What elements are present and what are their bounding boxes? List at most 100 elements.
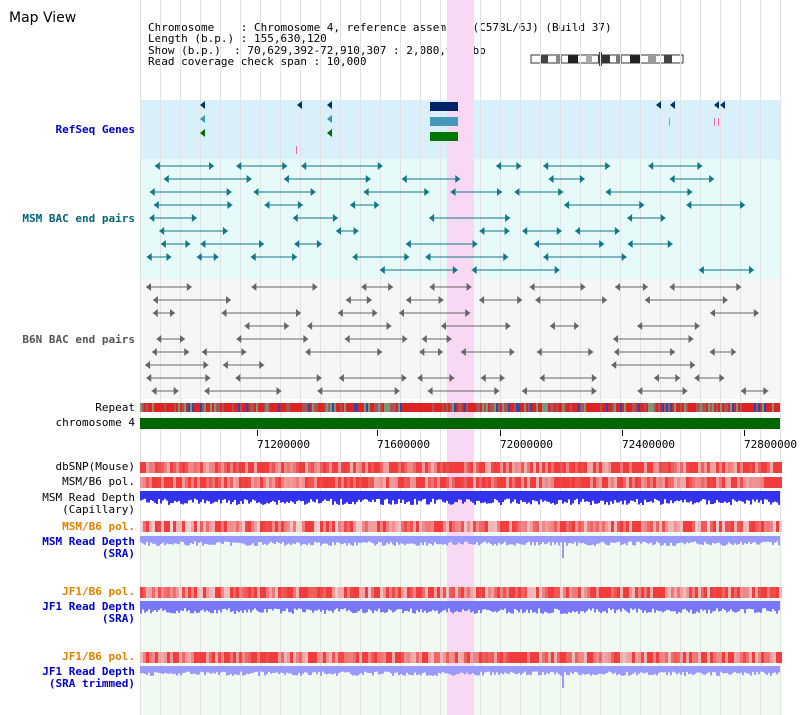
repeat-bar [718, 403, 720, 412]
depth-bar [432, 666, 434, 676]
heat-cell [155, 521, 158, 532]
depth-bar [362, 666, 364, 675]
depth-bar [756, 666, 758, 672]
depth-bar [156, 536, 158, 546]
heat-cell [269, 462, 272, 473]
heat-cell [758, 462, 761, 473]
heat-cell [275, 521, 278, 532]
depth-bar [766, 536, 768, 542]
heat-cell [224, 462, 227, 473]
depth-bar [260, 601, 262, 613]
depth-bar [396, 666, 398, 673]
depth-bar [496, 491, 498, 501]
heat-cell [653, 652, 656, 663]
repeat-bar [570, 403, 572, 412]
length-line: Length (b.p.) : 155,630,120 [148, 32, 327, 45]
depth-bar [366, 536, 368, 543]
repeat-bar [760, 403, 762, 412]
bac-end-marker [591, 387, 597, 395]
heat-cell [587, 652, 590, 663]
heat-cell [620, 521, 623, 532]
depth-bar [304, 666, 306, 673]
heat-cell [383, 521, 386, 532]
heat-cell [512, 477, 515, 488]
heat-cell [563, 521, 566, 532]
repeat-bar [736, 403, 738, 412]
depth-bar [322, 491, 324, 502]
depth-bar [356, 601, 358, 613]
depth-bar [190, 491, 192, 500]
heat-cell [353, 652, 356, 663]
heat-cell [761, 521, 764, 532]
heat-cell [194, 587, 197, 598]
heat-cell [707, 652, 710, 663]
heat-cell [221, 462, 224, 473]
heat-cell [479, 462, 482, 473]
repeat-bar [720, 403, 722, 412]
heat-cell [587, 477, 590, 488]
chromosome-ideogram[interactable] [530, 52, 686, 66]
heat-cell [557, 477, 560, 488]
depth-bar [678, 601, 680, 613]
heat-cell [638, 462, 641, 473]
repeat-bar [362, 403, 364, 412]
heat-cell [296, 521, 299, 532]
depth-bar [346, 666, 348, 673]
depth-bar [394, 666, 396, 673]
depth-bar [552, 536, 554, 543]
heat-cell [512, 521, 515, 532]
heat-cell [527, 462, 530, 473]
repeat-bar [774, 403, 776, 412]
depth-bar [772, 601, 774, 610]
depth-bar [554, 601, 556, 609]
repeat-bar [600, 403, 602, 412]
heat-cell [218, 477, 221, 488]
depth-bar [412, 491, 414, 505]
repeat-bar [434, 403, 436, 412]
heat-cell [575, 521, 578, 532]
depth-bar [372, 666, 374, 676]
depth-bar [336, 601, 338, 609]
depth-bar [526, 601, 528, 610]
heat-cell [686, 587, 689, 598]
depth-bar [636, 601, 638, 613]
depth-bar [444, 666, 446, 674]
bac-end-marker [627, 214, 633, 222]
bac-end-marker [156, 335, 162, 343]
heat-cell [620, 462, 623, 473]
depth-bar [292, 666, 294, 676]
depth-bar [406, 491, 408, 503]
repeat-bar [730, 403, 732, 412]
heat-cell [599, 462, 602, 473]
depth-bar [514, 601, 516, 609]
depth-bar [668, 601, 670, 611]
heat-cell [710, 587, 713, 598]
depth-bar [652, 491, 654, 503]
depth-bar [578, 491, 580, 505]
bac-end-marker [709, 175, 715, 183]
heat-cell [647, 652, 650, 663]
heat-cell [638, 477, 641, 488]
depth-bar [354, 601, 356, 614]
depth-bar [460, 536, 462, 544]
depth-bar [514, 491, 516, 500]
heat-cell [689, 462, 692, 473]
heat-cell [329, 587, 332, 598]
heat-cell [239, 462, 242, 473]
heat-cell [533, 652, 536, 663]
grid-line [260, 0, 261, 715]
depth-bar [278, 601, 280, 610]
heat-cell [623, 652, 626, 663]
depth-bar [390, 601, 392, 611]
heat-cell [617, 521, 620, 532]
repeat-bar [286, 403, 288, 412]
heat-cell [518, 652, 521, 663]
depth-bar [362, 491, 364, 501]
depth-bar [594, 491, 596, 504]
heat-cell [548, 477, 551, 488]
jf1-b6-pol-label-2: JF1/B6 pol. [62, 650, 135, 663]
heat-cell [506, 587, 509, 598]
heat-cell [389, 477, 392, 488]
depth-bar [422, 601, 424, 613]
